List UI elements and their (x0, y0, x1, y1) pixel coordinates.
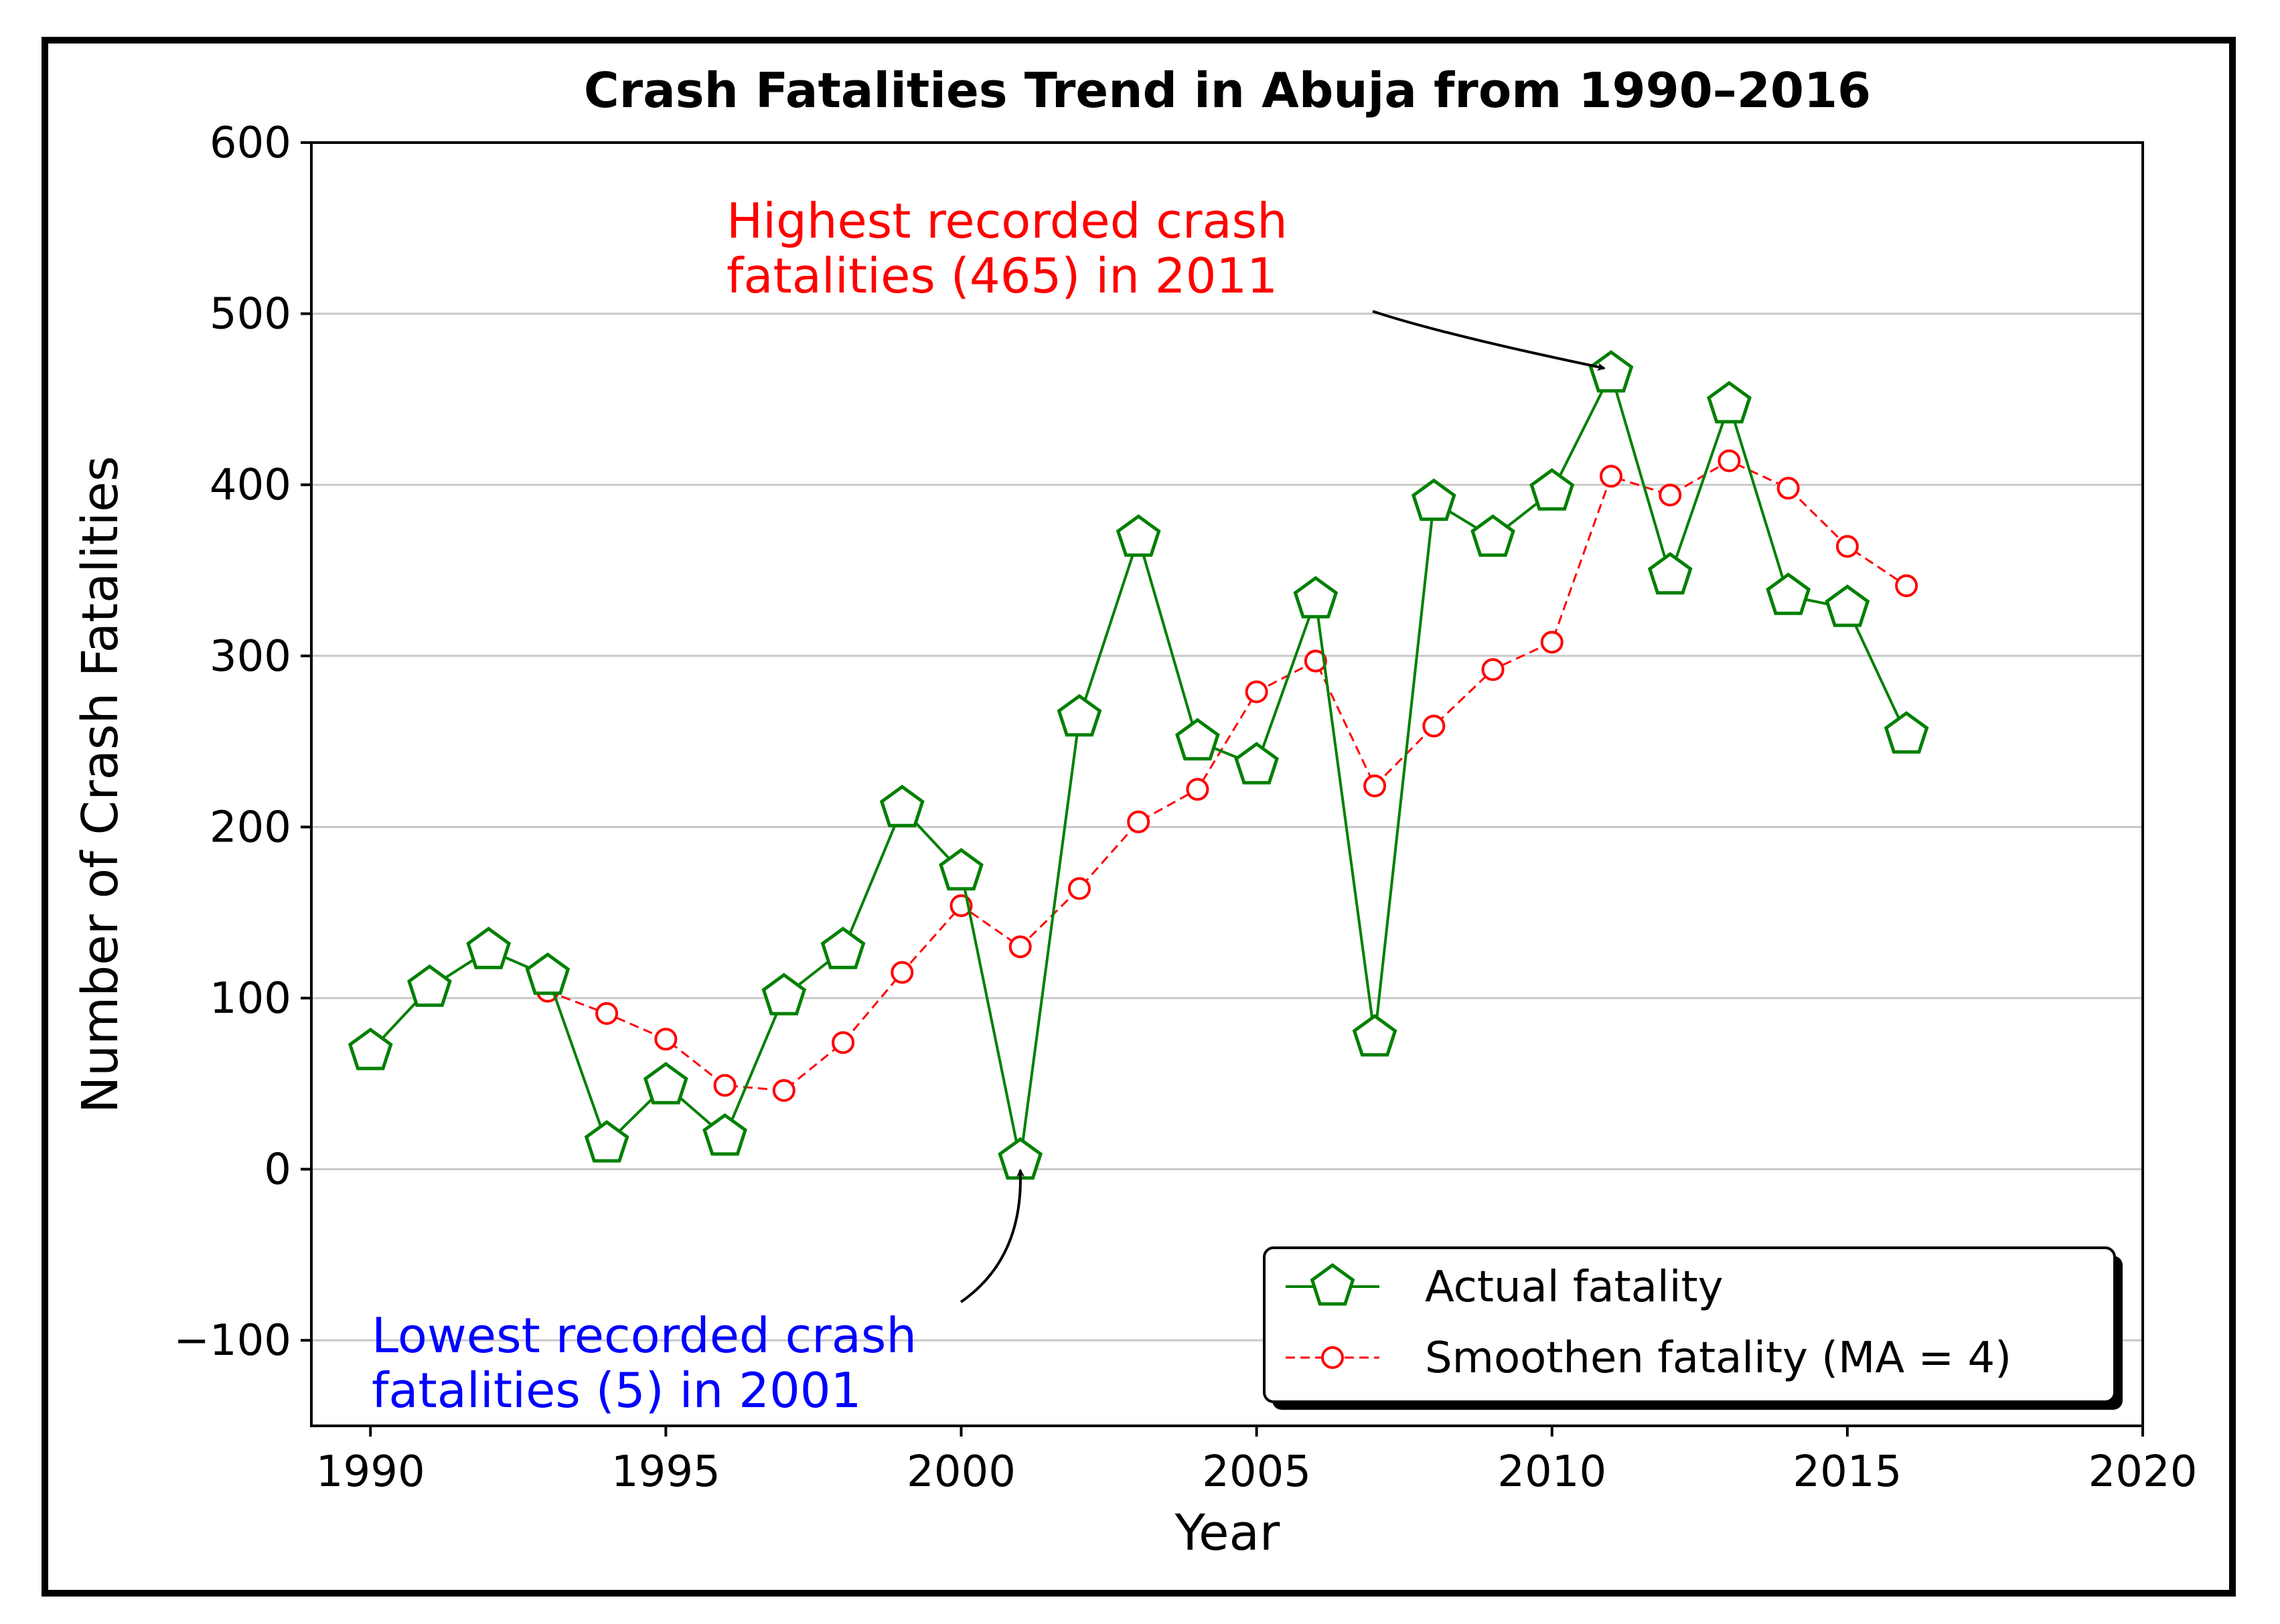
y-axis-ticks: −100 0 100 200 300 400 500 600 (173, 118, 311, 1366)
actual-point (1766, 572, 1811, 615)
ma-point (1422, 714, 1446, 738)
actual-point (879, 785, 925, 827)
annotation-lowest-line2: fatalities (5) in 2001 (372, 1362, 861, 1418)
x-tick-label: 2000 (907, 1447, 1016, 1497)
actual-point (1057, 694, 1102, 737)
actual-point (643, 1062, 688, 1105)
actual-point (1234, 742, 1279, 785)
legend: Actual fatality Smoothen fatality (MA = … (1263, 1246, 2123, 1410)
actual-point (1647, 552, 1693, 595)
ma-point (1895, 574, 1918, 598)
annotation-highest-arrow (1372, 310, 1606, 371)
y-tick-label: 500 (210, 290, 291, 339)
actual-point (1707, 381, 1752, 424)
series-actual-fatality (348, 350, 1929, 1180)
ma-point (1008, 935, 1032, 959)
x-axis-label: Year (1174, 1504, 1280, 1562)
x-tick-label: 2005 (1202, 1447, 1311, 1497)
actual-point (1116, 514, 1161, 557)
ma-point (772, 1079, 795, 1103)
ma-point (1245, 680, 1268, 704)
y-tick-label: 0 (264, 1145, 291, 1195)
annotation-lowest-line1: Lowest recorded crash (372, 1307, 917, 1364)
y-tick-label: 300 (210, 632, 291, 681)
ma-line (547, 459, 1907, 1092)
ma-point (1659, 483, 1682, 507)
actual-point (348, 1028, 393, 1070)
plot-area-border (310, 141, 2144, 1427)
ma-point (595, 1002, 619, 1026)
ma-point (1599, 465, 1622, 488)
actual-point (1411, 478, 1456, 521)
y-tick-label: 200 (210, 803, 291, 852)
x-tick-label: 1990 (316, 1447, 425, 1497)
actual-point (1825, 584, 1870, 627)
actual-point (1588, 350, 1634, 393)
ma-point (1481, 658, 1505, 681)
legend-ma-label: Smoothen fatality (MA = 4) (1425, 1333, 2011, 1383)
actual-point (407, 964, 452, 1007)
y-tick-label: 600 (210, 118, 291, 168)
actual-point (702, 1113, 747, 1156)
ma-point (1304, 649, 1327, 673)
annotation-lowest-arrow (960, 1168, 1025, 1303)
ma-point (1540, 631, 1564, 654)
ma-point (1835, 535, 1859, 558)
actual-point (1470, 514, 1515, 557)
actual-point (820, 926, 866, 969)
ma-point (1363, 775, 1387, 798)
annotation-highest: Highest recorded crash fatalities (465) … (727, 193, 1606, 371)
ma-point (1718, 449, 1741, 473)
ma-point (1776, 477, 1800, 500)
ma-point (1127, 810, 1150, 833)
annotation-highest-line1: Highest recorded crash (727, 193, 1288, 249)
y-tick-label: −100 (173, 1316, 291, 1366)
legend-actual-label: Actual fatality (1425, 1263, 1723, 1312)
actual-point (466, 926, 512, 969)
x-tick-label: 2015 (1793, 1447, 1902, 1497)
ma-point (654, 1028, 678, 1051)
ma-point (1186, 778, 1209, 801)
actual-point (761, 973, 807, 1016)
actual-point (1529, 468, 1575, 511)
legend-actual-marker (1310, 1263, 1355, 1306)
legend-ma-marker (1321, 1346, 1344, 1369)
ma-point (832, 1031, 855, 1054)
series-smoothen-fatality (536, 449, 1918, 1103)
actual-point (584, 1120, 629, 1163)
actual-point (939, 847, 984, 891)
x-tick-label: 1995 (611, 1447, 720, 1497)
ma-point (713, 1074, 737, 1097)
ma-point (1067, 877, 1091, 900)
actual-point (1884, 711, 1929, 754)
annotation-lowest: Lowest recorded crash fatalities (5) in … (372, 1168, 1025, 1418)
y-tick-label: 400 (210, 461, 291, 510)
y-tick-label: 100 (210, 974, 291, 1024)
chart-title: Crash Fatalities Trend in Abuja from 199… (584, 62, 1871, 118)
ma-point (891, 961, 914, 984)
actual-point (1175, 718, 1220, 760)
x-tick-label: 2010 (1497, 1447, 1606, 1497)
actual-point (1293, 576, 1339, 619)
x-axis-ticks: 1990 1995 2000 2005 2010 2015 2020 (316, 1426, 2198, 1497)
x-tick-label: 2020 (2088, 1447, 2198, 1497)
annotation-highest-line2: fatalities (465) in 2011 (727, 248, 1278, 304)
y-axis-label: Number of Crash Fatalities (72, 456, 129, 1113)
legend-box (1263, 1246, 2116, 1403)
actual-point (1352, 1013, 1397, 1057)
actual-point (525, 952, 571, 995)
